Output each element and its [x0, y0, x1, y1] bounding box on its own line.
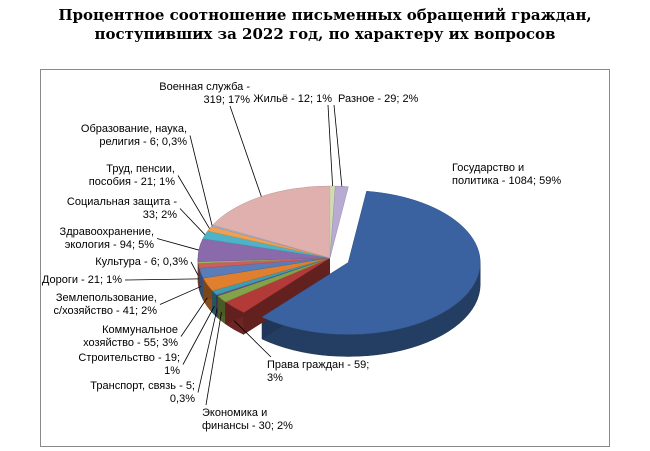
- chart-title-line-2: поступивших за 2022 год, по характеру их…: [94, 25, 556, 43]
- slice-label-4: Строительство - 19; 1%: [78, 352, 180, 377]
- slice-label-15: Разное - 29; 2%: [338, 93, 419, 105]
- leader-line-8: [190, 261, 199, 276]
- slice-label-14: Жильё - 12; 1%: [253, 93, 332, 105]
- slice-label-2: Экономика и финансы - 30; 2%: [202, 407, 293, 432]
- leader-line-3: [197, 308, 218, 393]
- leader-lines: [124, 104, 343, 406]
- pie-tops: [197, 185, 481, 335]
- leader-line-14: [327, 104, 334, 187]
- slice-label-12: Образование, наука, религия - 6; 0,3%: [81, 123, 187, 148]
- leader-line-11: [177, 175, 210, 229]
- slice-label-10: Социальная защита -33; 2%: [67, 196, 177, 221]
- leader-line-6: [159, 286, 202, 305]
- chart-title: Процентное соотношение письменных обраще…: [0, 6, 650, 44]
- leader-line-5: [180, 297, 208, 337]
- leader-line-10: [179, 208, 206, 236]
- leader-line-7: [124, 278, 199, 281]
- leader-line-13: [229, 105, 262, 197]
- chart-title-line-1: Процентное соотношение письменных обраще…: [58, 6, 592, 24]
- leader-line-1: [233, 320, 272, 358]
- leader-line-15: [333, 104, 343, 187]
- slice-label-0: Государство и политика - 1084; 59%: [452, 162, 561, 187]
- slice-label-7: Дороги - 21; 1%: [42, 274, 122, 286]
- slice-label-1: Права граждан - 59; 3%: [267, 359, 369, 384]
- slice-label-11: Труд, пенсии, пособия - 21; 1%: [89, 163, 175, 188]
- leader-line-4: [182, 305, 215, 365]
- slice-label-8: Культура - 6; 0,3%: [95, 256, 188, 268]
- pie-slice-0: [261, 190, 481, 335]
- slice-label-5: Коммунальное хозяйство - 55; 3%: [83, 324, 178, 349]
- leader-line-9: [156, 238, 199, 251]
- slice-label-6: Землепользование, с/хозяйство - 41; 2%: [54, 292, 158, 317]
- slice-label-9: Здравоохранение, экология - 94; 5%: [60, 226, 155, 251]
- leader-line-12: [189, 135, 213, 226]
- slice-label-13: Военная служба -319; 17%: [159, 81, 250, 106]
- slice-labels: Государство и политика - 1084; 59% Права г…: [42, 81, 561, 432]
- slice-label-3: Транспорт, связь - 5; 0,3%: [90, 380, 195, 405]
- leader-line-2: [205, 312, 222, 406]
